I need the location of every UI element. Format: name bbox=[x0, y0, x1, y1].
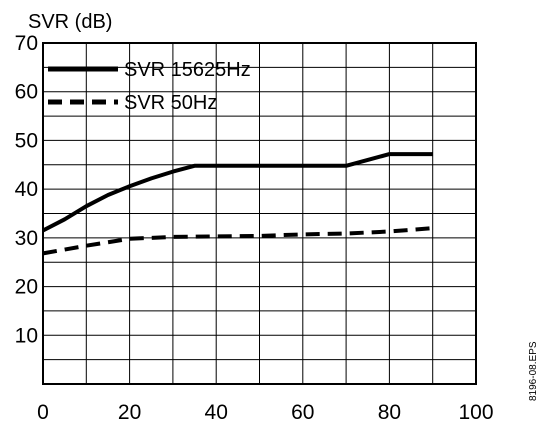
legend-label: SVR 15625Hz bbox=[124, 59, 251, 81]
x-tick-label: 40 bbox=[205, 401, 228, 424]
x-tick-label: 80 bbox=[378, 401, 401, 424]
legend: SVR 15625Hz SVR 50Hz bbox=[48, 59, 251, 114]
y-axis-label: SVR (dB) bbox=[28, 11, 112, 33]
y-tick-label: 70 bbox=[15, 32, 38, 55]
x-tick-label: 100 bbox=[458, 401, 493, 424]
series-line-svr-50hz bbox=[42, 226, 433, 256]
series-lines bbox=[42, 152, 433, 256]
figure-code: 8196-08.EPS bbox=[528, 341, 539, 401]
x-tick-label: 20 bbox=[118, 401, 141, 424]
x-tick-labels: 0 20 40 60 80 100 bbox=[37, 401, 493, 424]
plot-frame bbox=[42, 42, 477, 385]
y-tick-label: 20 bbox=[15, 276, 38, 299]
grid-lines bbox=[43, 43, 476, 384]
series-line-svr-15625hz bbox=[42, 152, 433, 233]
x-tick-label: 0 bbox=[37, 401, 49, 424]
y-tick-label: 50 bbox=[15, 129, 38, 152]
y-tick-label: 40 bbox=[15, 178, 38, 201]
y-tick-label: 60 bbox=[15, 81, 38, 104]
y-tick-labels: 10 20 30 40 50 60 70 bbox=[15, 32, 38, 347]
y-tick-label: 10 bbox=[15, 324, 38, 347]
x-tick-label: 60 bbox=[291, 401, 314, 424]
legend-label: SVR 50Hz bbox=[124, 92, 217, 114]
y-tick-label: 30 bbox=[15, 227, 38, 250]
